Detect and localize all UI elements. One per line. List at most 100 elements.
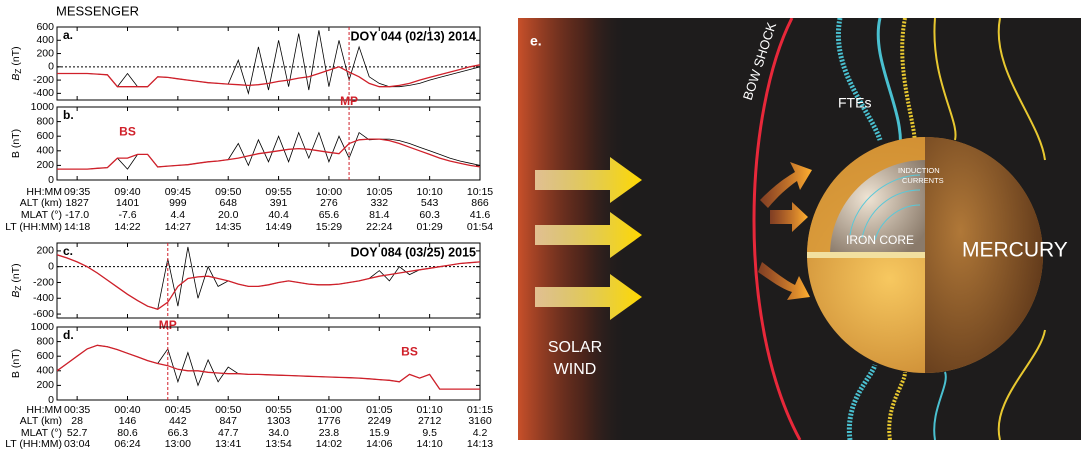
table-cell: 2249 (368, 415, 392, 427)
smoothed-line (57, 64, 480, 88)
table-cell: 9.5 (422, 427, 437, 439)
table-cell: 14:02 (316, 438, 342, 450)
table-cell: 1827 (65, 197, 89, 209)
arrow (535, 212, 642, 258)
panel-title: DOY 084 (03/25) 2015 (350, 245, 476, 259)
table-cell: 15.9 (369, 427, 390, 439)
x-tick-label: 00:50 (215, 404, 241, 416)
panel: 200 0 -200 -400 -600 MP c. DOY 084 (03/25) 2015… (10, 242, 481, 332)
solar-wind-label: WIND (554, 361, 597, 378)
panel-label: b. (63, 108, 74, 122)
x-tick-label: 09:45 (165, 186, 191, 198)
table-cell: 4.2 (473, 427, 488, 439)
field-line (933, 371, 947, 440)
plot-frame (56, 326, 481, 401)
y-tick-label: 400 (36, 145, 54, 157)
table-cell: 47.7 (218, 427, 239, 439)
table-cell: 41.6 (470, 209, 491, 221)
y-axis-label-unit: (nT) (10, 46, 22, 65)
planet-night-side (925, 137, 1043, 373)
panel-title: DOY 044 (02/13) 2014 (350, 29, 476, 43)
planet-label: MERCURY (962, 239, 1068, 262)
cutaway-core (830, 160, 925, 255)
y-tick-label: 0 (48, 394, 54, 406)
table-cell: 14:06 (366, 438, 392, 450)
table-cell: 13:41 (215, 438, 241, 450)
arrow (760, 162, 812, 208)
x-tick-label: 00:55 (265, 404, 291, 416)
table-cell: 14:22 (114, 221, 140, 233)
row-label: MLAT (°) (21, 209, 62, 221)
table-cell: 13:54 (265, 438, 291, 450)
y-axis-label: BZ (nT) (10, 46, 23, 80)
y-tick-label: 600 (36, 130, 54, 142)
induction-label: INDUCTION (898, 166, 940, 175)
table-cell: -7.6 (118, 209, 136, 221)
data-line (57, 131, 480, 170)
panel-label: e. (530, 33, 542, 49)
row-label: LT (HH:MM) (5, 221, 62, 233)
table-cell: 1303 (267, 415, 291, 427)
y-axis-label: B (nT) (10, 129, 22, 158)
row-label: ALT (km) (20, 415, 62, 427)
core-label: IRON CORE (846, 233, 914, 247)
y-tick-label: 400 (36, 34, 54, 46)
panel-label: a. (63, 28, 73, 42)
arrow (535, 274, 642, 320)
x-tick-label: 01:05 (366, 404, 392, 416)
table-cell: 66.3 (168, 427, 189, 439)
panel: 1000 800 600 400 200 0 MP BS b. B (nT) (10, 94, 481, 186)
y-tick-label: 0 (48, 174, 54, 186)
x-tick-label: 10:10 (417, 186, 443, 198)
deflection-arrows (758, 162, 812, 300)
solar-wind-arrows (535, 157, 642, 320)
y-tick-label: -200 (33, 74, 54, 86)
y-tick-label: 400 (36, 365, 54, 377)
field-line (933, 18, 957, 141)
y-tick-label: 200 (36, 245, 54, 257)
solar-wind-label: SOLAR (548, 339, 602, 356)
x-tick-label: 10:05 (366, 186, 392, 198)
table-cell: 28 (71, 415, 83, 427)
field-lines (835, 18, 1046, 440)
table-cell: 34.0 (268, 427, 289, 439)
table-cell: 3160 (468, 415, 492, 427)
x-tick-label: 00:45 (165, 404, 191, 416)
x-tick-label: 01:00 (316, 404, 342, 416)
y-tick-label: 0 (48, 260, 54, 272)
core-band (807, 252, 925, 258)
y-tick-label: 1000 (31, 321, 55, 333)
ftes-label: FTEs (838, 95, 871, 111)
table-cell: 15:29 (316, 221, 342, 233)
table-cell: 543 (421, 197, 439, 209)
table-cell: 14:35 (215, 221, 241, 233)
y-axis-label-subscript: Z (14, 69, 23, 74)
y-tick-label: 200 (36, 47, 54, 59)
y-tick-label: 1000 (31, 101, 55, 113)
panel-label: c. (63, 244, 73, 258)
field-line (997, 329, 1046, 440)
x-tick-label: 00:35 (64, 404, 90, 416)
table-cell: 40.4 (268, 209, 289, 221)
y-tick-label: 800 (36, 115, 54, 127)
table-cell: 20.0 (218, 209, 239, 221)
plot-frame (56, 106, 481, 181)
panel-label: d. (63, 328, 74, 342)
x-tick-label: 09:55 (265, 186, 291, 198)
table-cell: 866 (471, 197, 489, 209)
current-line (861, 189, 921, 239)
table-cell: 14:13 (467, 438, 493, 450)
smoothed-line (57, 344, 480, 390)
table-cell: 2712 (418, 415, 442, 427)
x-tick-label: 09:40 (114, 186, 140, 198)
smoothed-line (57, 254, 480, 311)
y-axis-label-subscript: Z (14, 286, 23, 291)
illustration: e. BOW SHOCK FTEs INDUCTION CURRENTS IRO… (518, 18, 1081, 440)
current-line (849, 174, 921, 236)
table-cell: 1776 (317, 415, 341, 427)
plot-frame (56, 26, 481, 101)
table-cell: 03:04 (64, 438, 90, 450)
table-cell: 01:29 (417, 221, 443, 233)
